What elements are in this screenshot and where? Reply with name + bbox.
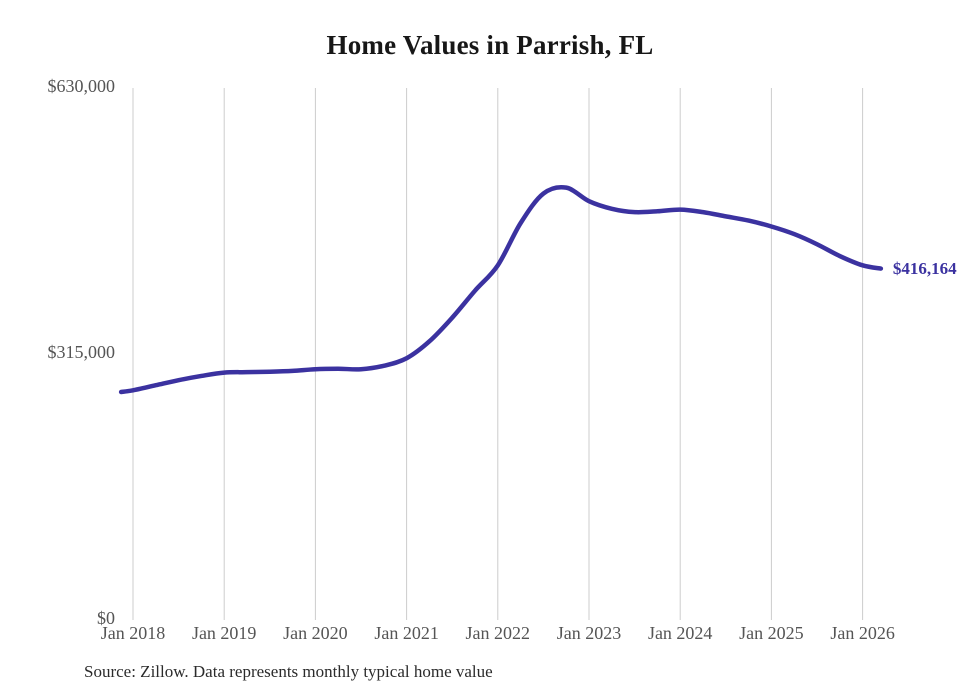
source-note: Source: Zillow. Data represents monthly … bbox=[84, 662, 493, 681]
x-axis-tick-label: Jan 2022 bbox=[465, 623, 531, 643]
x-axis-tick-label: Jan 2025 bbox=[739, 623, 804, 643]
y-axis-tick-label: $0 bbox=[97, 608, 115, 628]
y-axis-tick-label: $630,000 bbox=[47, 76, 116, 96]
x-axis-tick-label: Jan 2024 bbox=[647, 623, 713, 643]
gridlines bbox=[132, 88, 864, 620]
chart-title: Home Values in Parrish, FL bbox=[326, 30, 654, 60]
y-axis-tick-label: $315,000 bbox=[47, 342, 116, 362]
x-axis-tick-label: Jan 2020 bbox=[283, 623, 348, 643]
x-axis-tick-label: Jan 2023 bbox=[556, 623, 622, 643]
x-axis-tick-label: Jan 2019 bbox=[191, 623, 257, 643]
value-line bbox=[118, 184, 884, 395]
x-axis-tick-label: Jan 2026 bbox=[830, 623, 895, 643]
x-axis-tick-label: Jan 2018 bbox=[100, 623, 166, 643]
x-axis-tick-label: Jan 2021 bbox=[374, 623, 439, 643]
end-value-label: $416,164 bbox=[892, 258, 957, 278]
